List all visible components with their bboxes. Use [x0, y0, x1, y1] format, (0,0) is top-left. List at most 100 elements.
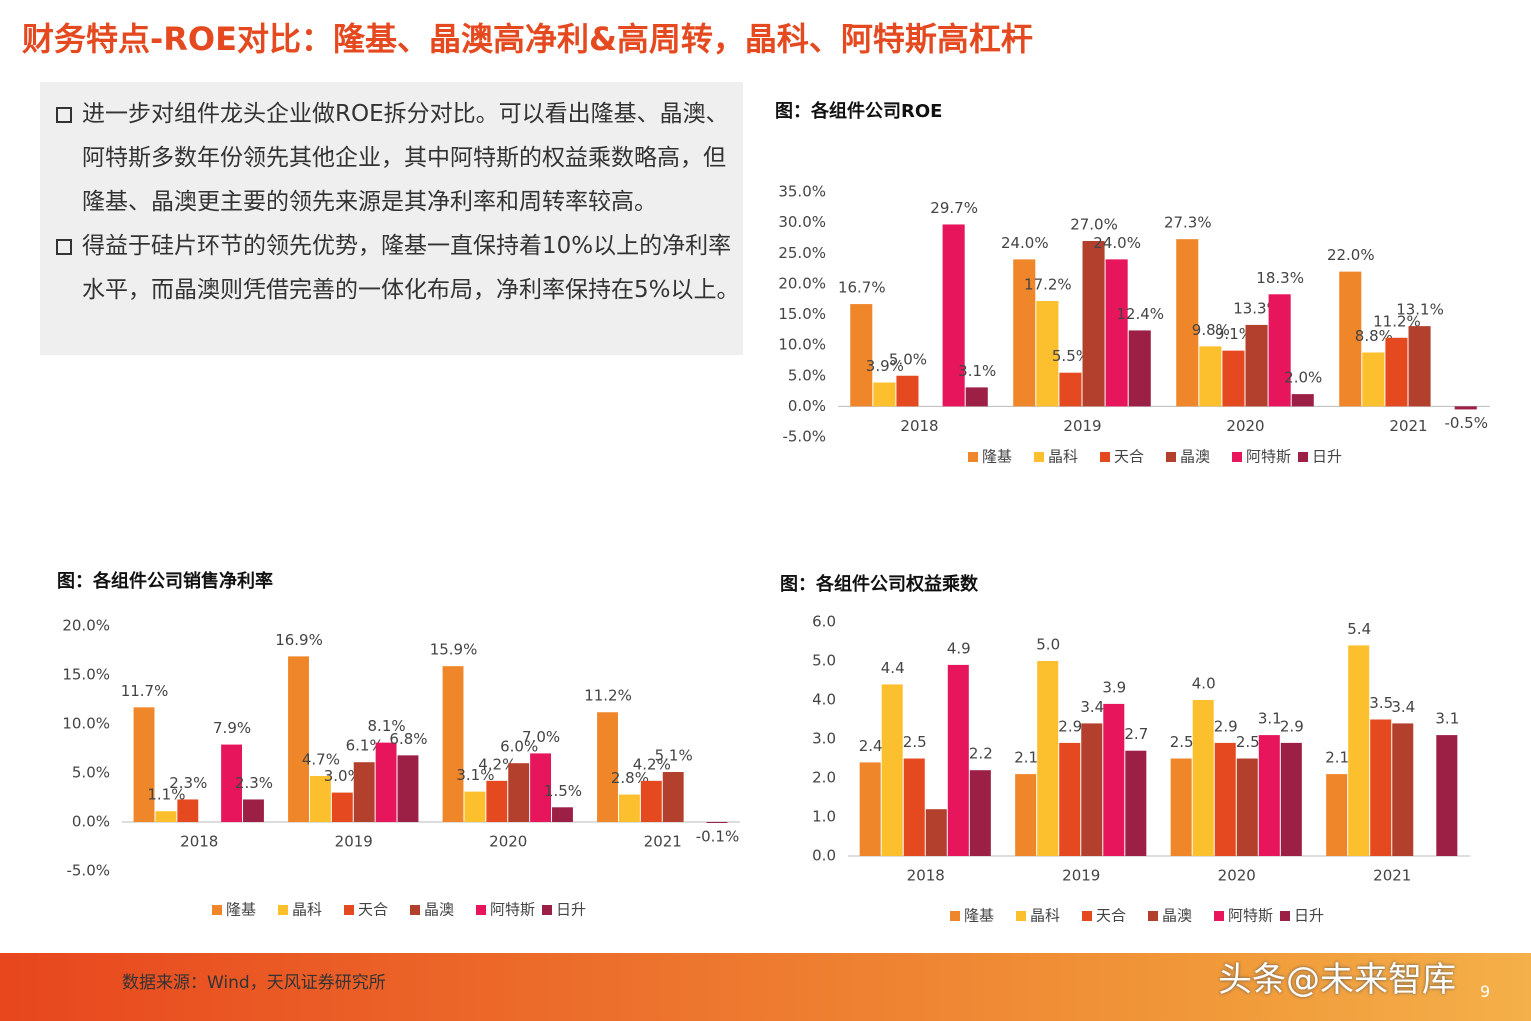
bar [1454, 406, 1477, 410]
data-label: 7.0% [522, 728, 560, 746]
bar [1348, 645, 1370, 856]
bar [353, 762, 375, 822]
legend-label: 隆基 [226, 901, 256, 919]
data-label: 2.9 [1280, 717, 1304, 735]
bar [1370, 719, 1392, 856]
y-tick-label: 30.0% [778, 213, 826, 231]
bar [331, 792, 353, 822]
legend-swatch [1082, 911, 1092, 921]
data-label: 4.7% [302, 750, 340, 768]
data-label: 3.1 [1435, 710, 1459, 728]
bar [1103, 703, 1125, 856]
bar [1199, 346, 1222, 407]
data-label: 6.1% [346, 737, 384, 755]
bar [133, 707, 155, 822]
legend-label: 晶澳 [1162, 907, 1192, 925]
data-label: 2.5 [903, 733, 927, 751]
data-label: 6.0% [500, 738, 538, 756]
legend-label: 晶科 [292, 901, 322, 919]
bar [965, 387, 988, 407]
bar [1176, 239, 1199, 407]
legend-swatch [1100, 452, 1110, 462]
legend-swatch [1232, 452, 1242, 462]
data-label: 8.1% [368, 717, 406, 735]
chart-title: 图：各组件公司权益乘数 [780, 573, 979, 595]
data-label: 1.1% [147, 786, 185, 804]
data-label: 16.7% [838, 279, 886, 297]
legend-label: 隆基 [964, 907, 994, 925]
legend-label: 天合 [358, 901, 388, 919]
data-label: 4.0 [1192, 675, 1216, 693]
legend-label: 晶澳 [1180, 448, 1210, 466]
data-label: 7.9% [213, 719, 251, 737]
legend-swatch [542, 905, 552, 915]
y-tick-label: 0.0% [72, 813, 110, 831]
bar [1436, 735, 1458, 856]
y-tick-label: 6.0 [812, 613, 836, 631]
legend-label: 阿特斯 [1228, 907, 1273, 925]
legend-label: 天合 [1096, 907, 1126, 925]
data-label: 2.0% [1284, 369, 1322, 387]
y-tick-label: 3.0 [812, 730, 836, 748]
bar [1222, 350, 1245, 407]
y-tick-label: -5.0% [782, 428, 826, 446]
legend-swatch [1016, 911, 1026, 921]
bar [155, 811, 177, 822]
x-tick-label: 2020 [1226, 417, 1264, 435]
bar [850, 304, 873, 407]
data-label: 4.2% [478, 755, 516, 773]
data-label: 8.8% [1355, 327, 1393, 345]
legend-swatch [1148, 911, 1158, 921]
x-tick-label: 2020 [489, 833, 527, 851]
bar [1408, 326, 1431, 407]
legend-label: 晶澳 [424, 901, 454, 919]
data-label: 3.9 [1102, 678, 1126, 696]
bar [243, 799, 264, 822]
bar [1192, 700, 1214, 856]
y-tick-label: 10.0% [62, 715, 110, 733]
legend-swatch [476, 905, 486, 915]
data-label: 2.1 [1014, 749, 1038, 767]
x-tick-label: 2019 [1062, 867, 1100, 885]
data-label: 27.3% [1164, 214, 1212, 232]
bar [925, 809, 947, 856]
bar [375, 742, 397, 822]
legend-label: 晶科 [1048, 448, 1078, 466]
legend-label: 阿特斯 [1246, 448, 1291, 466]
legend-swatch [968, 452, 978, 462]
chart-title: 图：各组件公司ROE [775, 100, 942, 122]
data-label: 2.5 [1236, 733, 1260, 751]
bar [1280, 742, 1302, 856]
y-tick-label: 20.0% [778, 274, 826, 292]
data-label: 4.4 [881, 659, 905, 677]
data-label: 5.0 [1036, 636, 1060, 654]
bar [221, 744, 243, 822]
bar [442, 666, 464, 822]
data-label: 13.1% [1396, 301, 1444, 319]
bar [706, 822, 728, 823]
data-label: 2.8% [611, 769, 649, 787]
bar [1036, 301, 1059, 407]
data-label: 6.8% [389, 730, 427, 748]
bar [1125, 750, 1147, 856]
data-label: 3.1 [1258, 710, 1282, 728]
data-label: 2.9 [1058, 717, 1082, 735]
charts: 图：各组件公司ROE -5.0% 0.0% 5.0% 10.0% 15.0% 20.0% 25… [57, 100, 1490, 925]
bar [903, 758, 925, 856]
data-label: 3.4 [1080, 698, 1104, 716]
data-label: 5.5% [1052, 347, 1090, 365]
legend-label: 日升 [1294, 907, 1324, 925]
bar [1015, 774, 1037, 856]
slide-title: 财务特点-ROE对比：隆基、晶澳高净利&高周转，晶科、阿特斯高杠杆 [22, 20, 1033, 58]
bar [640, 780, 662, 822]
y-tick-label: -5.0% [66, 862, 110, 880]
legend-label: 日升 [1312, 448, 1342, 466]
bar [1082, 241, 1105, 407]
bar [309, 775, 331, 822]
bar [1214, 742, 1236, 856]
legend-swatch [950, 911, 960, 921]
text-box: 进一步对组件龙头企业做ROE拆分对比。可以看出隆基、晶澳、阿特斯多数年份领先其他… [40, 82, 743, 355]
data-label: 2.9 [1214, 717, 1238, 735]
bar [530, 753, 552, 822]
